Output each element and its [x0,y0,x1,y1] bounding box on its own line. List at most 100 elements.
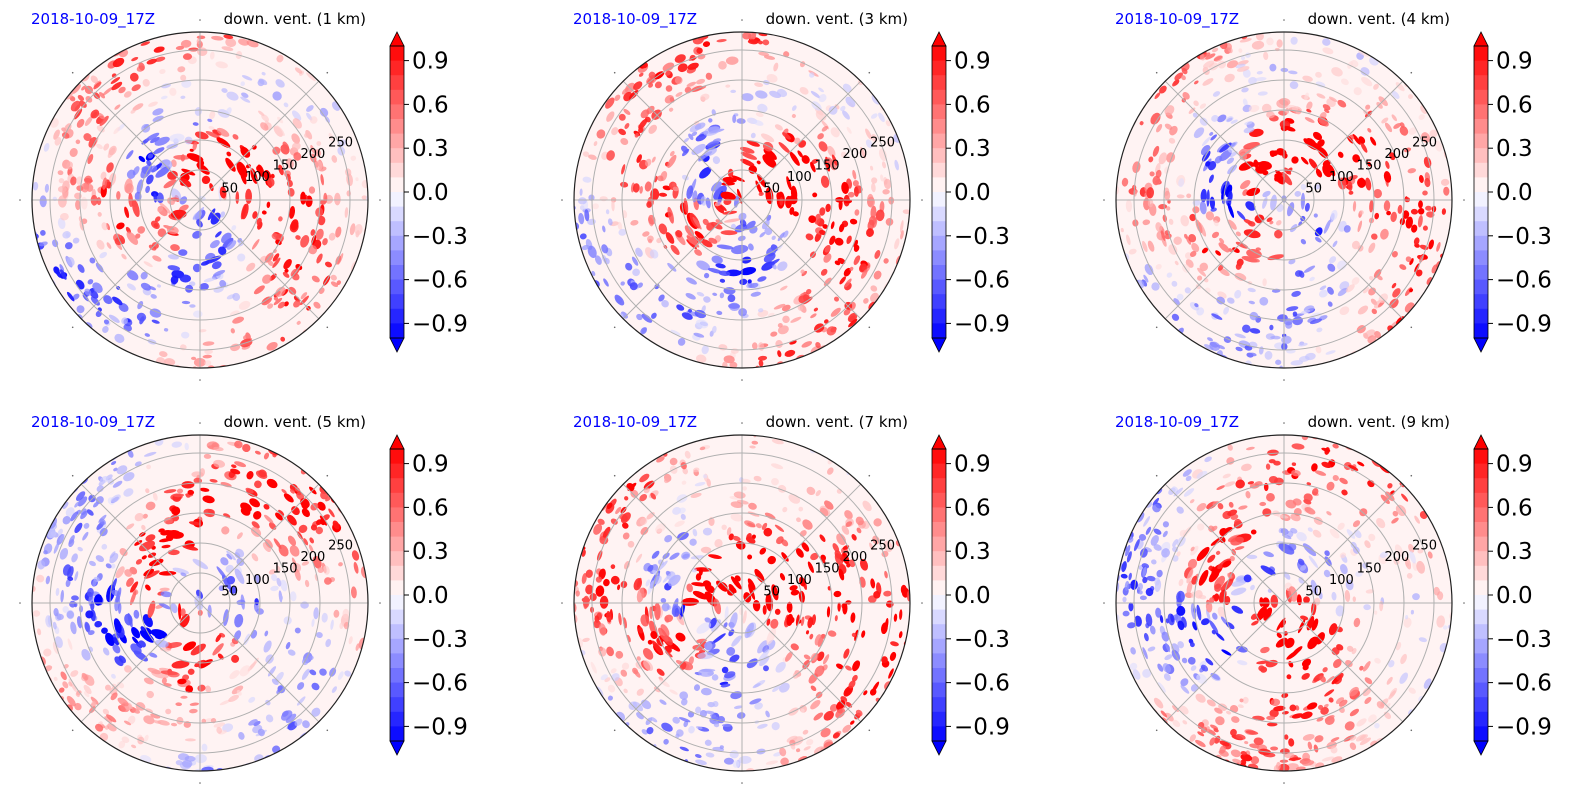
colorbar-swatch [390,478,404,494]
colorbar-tick-label: −0.3 [412,627,468,653]
field-cell [609,313,618,321]
field-cell [1418,200,1423,209]
field-cell [757,103,768,113]
angle-tick [868,71,871,74]
field-cell [1365,104,1371,110]
field-cell [1316,366,1324,368]
field-cell [1365,110,1373,118]
field-cell [239,665,251,677]
colorbar-extend-max [389,434,405,450]
colorbar-swatch [1474,638,1488,654]
field-cell [181,369,187,375]
field-cell [1205,161,1211,167]
field-cell [1242,255,1260,263]
field-cell [1294,270,1303,277]
angle-tick [1283,422,1285,424]
field-cell [182,641,197,652]
field-cell [642,231,650,237]
field-cell [705,143,718,149]
field-cell [730,513,744,522]
field-cell [1206,189,1210,207]
field-cell [895,271,902,280]
field-cell [1259,296,1269,306]
field-cell [110,578,117,593]
field-cell [266,356,273,364]
field-cell [860,146,866,159]
field-cell [135,642,143,649]
field-cell [1405,216,1413,229]
field-cell [268,569,276,575]
field-cell [886,139,894,147]
grid-spoke [199,80,320,201]
field-cell [661,602,670,612]
field-cell [852,660,861,672]
field-cell [1219,149,1232,162]
field-cell [1121,177,1129,187]
field-cell [830,127,840,138]
field-cell [311,707,321,717]
field-cell [275,79,285,88]
colorbar-extend-max [931,31,947,47]
panel-title: down. vent. (4 km) [1308,10,1450,28]
field-cell [1322,104,1331,111]
field-cell [667,206,674,224]
field-cell [1327,301,1333,307]
field-cell [593,141,598,147]
field-cell [808,72,815,78]
field-cell [238,731,245,740]
colorbar-swatch [390,308,404,324]
field-cell [138,640,146,648]
field-cell [234,461,247,468]
field-cell [84,622,91,633]
colorbar-swatch [932,46,946,61]
field-cell [324,261,333,268]
colorbar-swatch [932,711,946,727]
field-cell [370,218,376,227]
field-cell [97,112,105,120]
field-cell [68,535,75,545]
field-cell [878,112,885,123]
field-cell [106,242,112,249]
field-cell [740,151,758,160]
field-cell [763,148,777,160]
field-cell [574,567,577,575]
field-cell [328,232,336,241]
field-cell [736,118,746,124]
field-cell [110,692,118,701]
field-cell [232,292,241,301]
field-cell [57,217,66,230]
colorbar-tick-label: 0.3 [1496,136,1533,162]
field-cell [272,257,281,269]
field-cell [70,621,77,635]
colorbar-swatch [932,624,946,640]
colorbar-tick-label: 0.6 [412,92,449,118]
field-cell [190,643,206,656]
field-cell [24,599,29,606]
field-cell [827,145,836,158]
field-cell [131,744,137,749]
field-cell [235,548,245,558]
field-cell [752,683,761,689]
field-cell [757,640,768,654]
grid-spoke [1164,80,1285,201]
field-cell [60,89,65,94]
field-cell [670,329,681,336]
field-cell [1151,282,1160,291]
field-cell [797,304,804,311]
field-cell [374,594,380,603]
field-cell [196,35,206,40]
field-cell [755,180,763,195]
field-cell [165,530,180,537]
colorbar-swatch [1474,177,1488,193]
field-cell [818,94,827,103]
field-cell [1213,55,1223,61]
field-cell [296,492,305,500]
field-cell [1203,60,1215,69]
field-cell [1150,112,1161,125]
field-cell [753,475,762,482]
field-cell [291,506,300,516]
field-cell [713,185,727,200]
field-cell [740,146,755,154]
field-cell [95,555,105,563]
